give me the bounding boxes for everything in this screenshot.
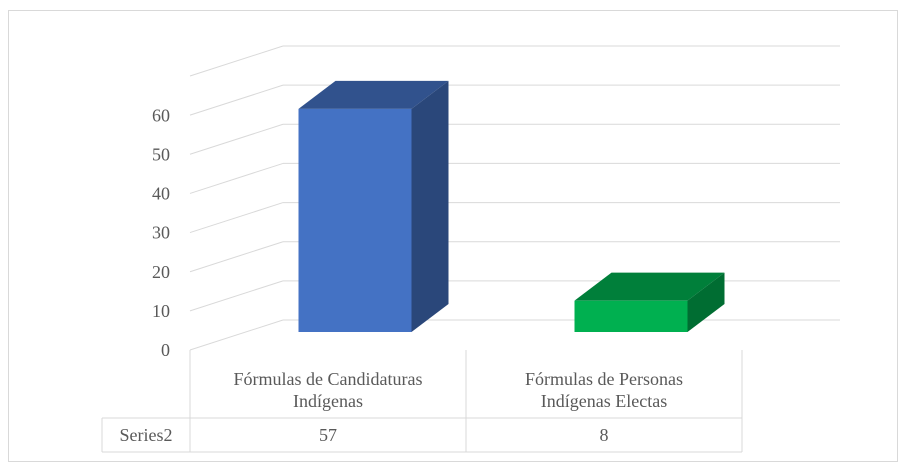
bar-top bbox=[574, 272, 725, 301]
legend-label: Series2 bbox=[102, 418, 190, 452]
wall-top bbox=[189, 45, 284, 77]
y-tick-label: 20 bbox=[152, 262, 170, 282]
x-tick-label: Fórmulas de Candidaturas Indígenas bbox=[190, 362, 466, 418]
grid-line bbox=[189, 319, 284, 351]
data-label: 57 bbox=[190, 418, 466, 452]
x-tick-label-text: Fórmulas de Candidaturas Indígenas bbox=[233, 369, 423, 411]
grid-line bbox=[189, 241, 284, 273]
bar bbox=[574, 300, 688, 332]
grid-line bbox=[189, 84, 284, 116]
x-tick-label: Fórmulas de Personas Indígenas Electas bbox=[466, 362, 742, 418]
grid-line bbox=[189, 123, 284, 155]
bar-side bbox=[411, 80, 449, 332]
data-label: 8 bbox=[466, 418, 742, 452]
legend-label-text: Series2 bbox=[119, 425, 173, 445]
bar bbox=[298, 108, 412, 332]
y-tick-label: 60 bbox=[152, 105, 170, 125]
data-label-text: 57 bbox=[319, 425, 337, 445]
bar-side bbox=[687, 272, 725, 332]
bar-top bbox=[298, 80, 449, 109]
y-tick-label: 30 bbox=[152, 223, 170, 243]
y-tick-label: 50 bbox=[152, 144, 170, 164]
x-tick-label-text: Fórmulas de Personas Indígenas Electas bbox=[525, 369, 683, 411]
grid-line bbox=[189, 162, 284, 194]
y-tick-label: 10 bbox=[152, 301, 170, 321]
grid-line bbox=[189, 202, 284, 234]
data-label-text: 8 bbox=[599, 425, 609, 445]
y-tick-label: 40 bbox=[152, 184, 170, 204]
y-tick-label: 0 bbox=[161, 340, 170, 360]
grid-line bbox=[189, 280, 284, 312]
